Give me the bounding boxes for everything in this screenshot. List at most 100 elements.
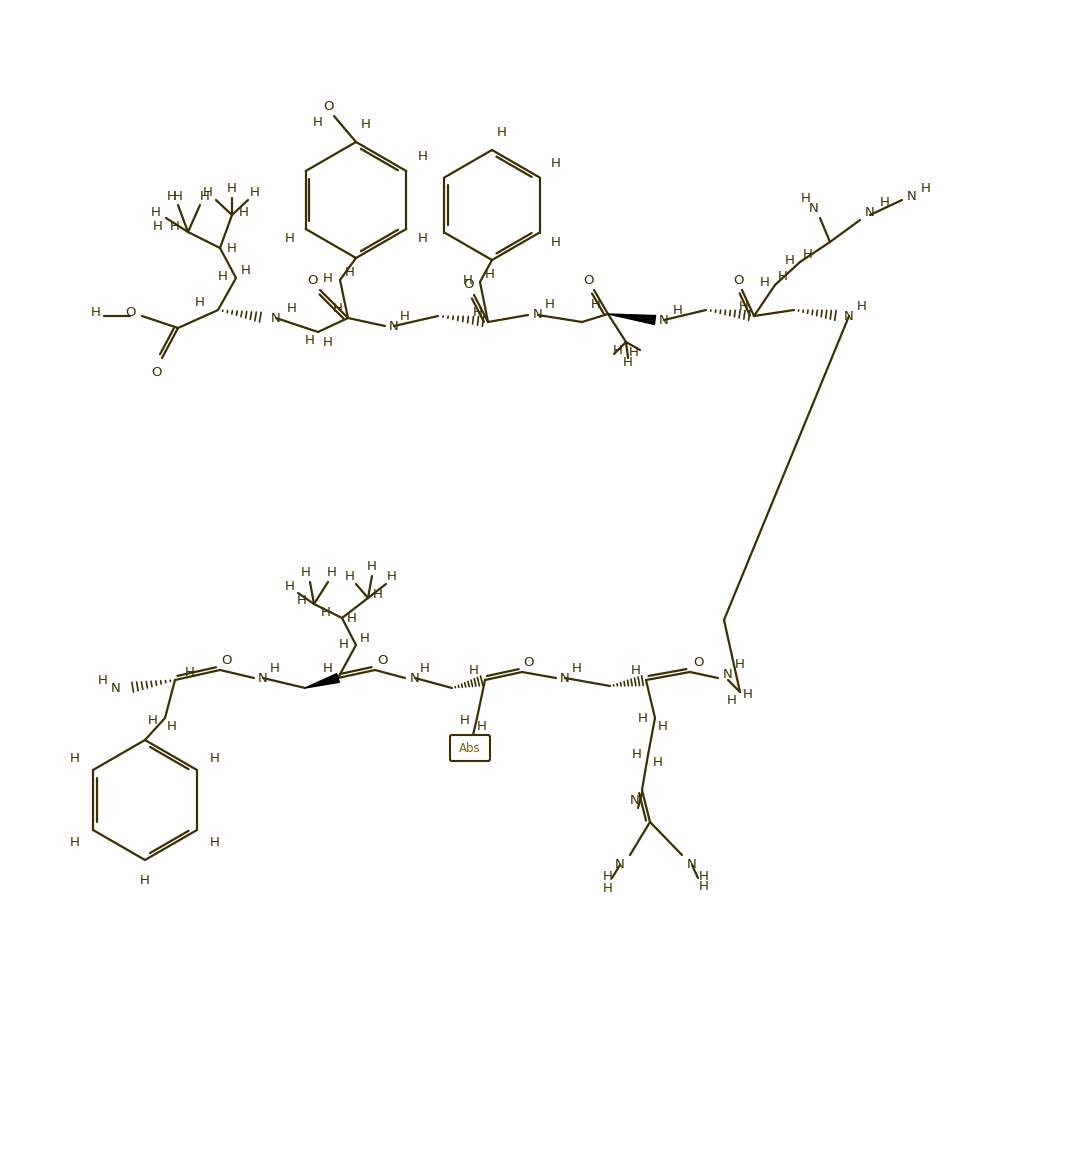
Text: N: N bbox=[533, 309, 543, 321]
Text: O: O bbox=[523, 655, 533, 668]
Text: O: O bbox=[463, 278, 473, 291]
Text: H: H bbox=[173, 189, 183, 203]
Text: N: N bbox=[560, 672, 570, 684]
Polygon shape bbox=[608, 314, 655, 325]
Text: H: H bbox=[323, 271, 332, 284]
Text: H: H bbox=[550, 235, 560, 249]
Text: H: H bbox=[227, 181, 237, 195]
Text: H: H bbox=[572, 661, 582, 674]
Text: H: H bbox=[70, 835, 80, 848]
Text: H: H bbox=[301, 566, 311, 580]
Text: H: H bbox=[469, 665, 479, 677]
Text: H: H bbox=[857, 299, 867, 312]
Text: H: H bbox=[545, 298, 555, 312]
Text: H: H bbox=[473, 305, 483, 319]
Text: N: N bbox=[723, 668, 732, 682]
Text: H: H bbox=[322, 606, 331, 618]
Text: H: H bbox=[170, 220, 180, 233]
Text: H: H bbox=[417, 232, 427, 246]
Text: H: H bbox=[210, 835, 220, 848]
Text: O: O bbox=[693, 655, 703, 668]
Text: H: H bbox=[727, 694, 737, 706]
Text: O: O bbox=[323, 101, 334, 114]
Text: N: N bbox=[844, 310, 853, 322]
Text: O: O bbox=[583, 274, 593, 287]
Text: H: H bbox=[760, 276, 770, 289]
Text: H: H bbox=[653, 755, 663, 768]
Text: H: H bbox=[743, 688, 753, 701]
Text: H: H bbox=[195, 297, 205, 310]
Text: H: H bbox=[203, 187, 213, 200]
Text: N: N bbox=[615, 858, 625, 871]
Text: H: H bbox=[373, 587, 383, 601]
Polygon shape bbox=[305, 674, 339, 688]
Text: H: H bbox=[284, 232, 294, 246]
Text: H: H bbox=[339, 638, 349, 651]
Text: H: H bbox=[623, 355, 633, 369]
Text: H: H bbox=[361, 117, 371, 131]
Text: H: H bbox=[185, 666, 195, 679]
Text: H: H bbox=[921, 181, 931, 195]
Text: H: H bbox=[360, 631, 370, 645]
Text: N: N bbox=[111, 682, 121, 695]
Text: H: H bbox=[417, 151, 427, 164]
Text: H: H bbox=[477, 719, 487, 732]
Text: H: H bbox=[485, 268, 495, 281]
Text: H: H bbox=[201, 189, 210, 203]
Text: N: N bbox=[659, 313, 669, 326]
Text: H: H bbox=[673, 304, 683, 317]
Text: H: H bbox=[152, 205, 161, 218]
Text: H: H bbox=[631, 664, 641, 676]
Text: H: H bbox=[92, 305, 101, 319]
Text: H: H bbox=[305, 334, 315, 347]
Text: H: H bbox=[367, 560, 377, 573]
Text: H: H bbox=[298, 594, 307, 607]
Text: H: H bbox=[460, 713, 470, 726]
Text: H: H bbox=[250, 187, 259, 200]
Text: H: H bbox=[167, 189, 177, 203]
Text: O: O bbox=[221, 653, 231, 667]
Text: H: H bbox=[603, 882, 613, 894]
Text: H: H bbox=[658, 719, 668, 732]
Text: H: H bbox=[613, 343, 623, 356]
Text: O: O bbox=[150, 365, 161, 378]
Text: N: N bbox=[809, 202, 819, 215]
Text: H: H bbox=[400, 310, 410, 322]
Text: H: H bbox=[70, 752, 80, 764]
Text: H: H bbox=[387, 571, 397, 583]
Text: N: N bbox=[258, 672, 268, 684]
Text: H: H bbox=[638, 711, 647, 725]
Text: H: H bbox=[463, 274, 473, 287]
Text: H: H bbox=[270, 661, 280, 674]
Text: H: H bbox=[210, 752, 220, 764]
Text: H: H bbox=[347, 611, 356, 624]
Text: H: H bbox=[735, 659, 744, 672]
Text: H: H bbox=[699, 879, 709, 892]
Text: H: H bbox=[801, 191, 811, 204]
Text: H: H bbox=[98, 674, 108, 687]
Text: Abs: Abs bbox=[459, 741, 481, 754]
Text: H: H bbox=[227, 241, 237, 254]
Text: O: O bbox=[124, 305, 135, 319]
Text: H: H bbox=[785, 254, 795, 267]
Text: H: H bbox=[287, 302, 296, 314]
Text: H: H bbox=[699, 870, 709, 883]
Text: O: O bbox=[377, 653, 387, 667]
Text: N: N bbox=[630, 793, 640, 806]
Text: H: H bbox=[218, 270, 228, 283]
Text: H: H bbox=[313, 116, 323, 129]
Text: O: O bbox=[307, 274, 318, 287]
Text: H: H bbox=[603, 870, 613, 883]
Text: H: H bbox=[241, 263, 251, 276]
Text: H: H bbox=[286, 580, 295, 593]
Text: H: H bbox=[497, 125, 507, 138]
Text: H: H bbox=[632, 748, 642, 761]
Text: H: H bbox=[167, 719, 177, 732]
Text: H: H bbox=[880, 196, 889, 210]
Text: H: H bbox=[239, 205, 249, 218]
Text: H: H bbox=[140, 873, 150, 886]
Text: H: H bbox=[148, 713, 158, 726]
Text: H: H bbox=[323, 661, 332, 674]
Text: N: N bbox=[389, 319, 399, 333]
Text: H: H bbox=[334, 302, 343, 314]
